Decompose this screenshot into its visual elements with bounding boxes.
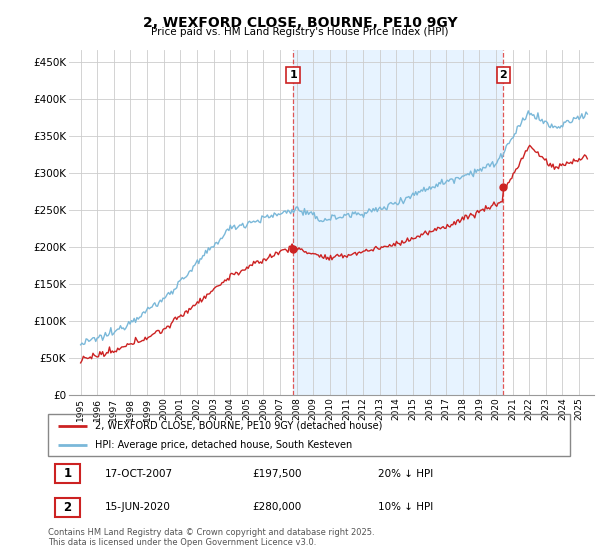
Text: 15-JUN-2020: 15-JUN-2020: [105, 502, 171, 512]
Text: 20% ↓ HPI: 20% ↓ HPI: [378, 469, 433, 479]
Text: 1: 1: [289, 70, 297, 80]
Text: 2: 2: [64, 501, 71, 514]
Text: Price paid vs. HM Land Registry's House Price Index (HPI): Price paid vs. HM Land Registry's House …: [151, 27, 449, 37]
Text: £280,000: £280,000: [252, 502, 301, 512]
Text: HPI: Average price, detached house, South Kesteven: HPI: Average price, detached house, Sout…: [95, 440, 352, 450]
Text: 2: 2: [500, 70, 508, 80]
Text: 2, WEXFORD CLOSE, BOURNE, PE10 9GY: 2, WEXFORD CLOSE, BOURNE, PE10 9GY: [143, 16, 457, 30]
Text: Contains HM Land Registry data © Crown copyright and database right 2025.
This d: Contains HM Land Registry data © Crown c…: [48, 528, 374, 547]
Bar: [293, 50, 503, 395]
Text: £197,500: £197,500: [252, 469, 302, 479]
Text: 10% ↓ HPI: 10% ↓ HPI: [378, 502, 433, 512]
Text: 1: 1: [64, 467, 71, 480]
Text: 2, WEXFORD CLOSE, BOURNE, PE10 9GY (detached house): 2, WEXFORD CLOSE, BOURNE, PE10 9GY (deta…: [95, 421, 382, 431]
Text: 17-OCT-2007: 17-OCT-2007: [105, 469, 173, 479]
